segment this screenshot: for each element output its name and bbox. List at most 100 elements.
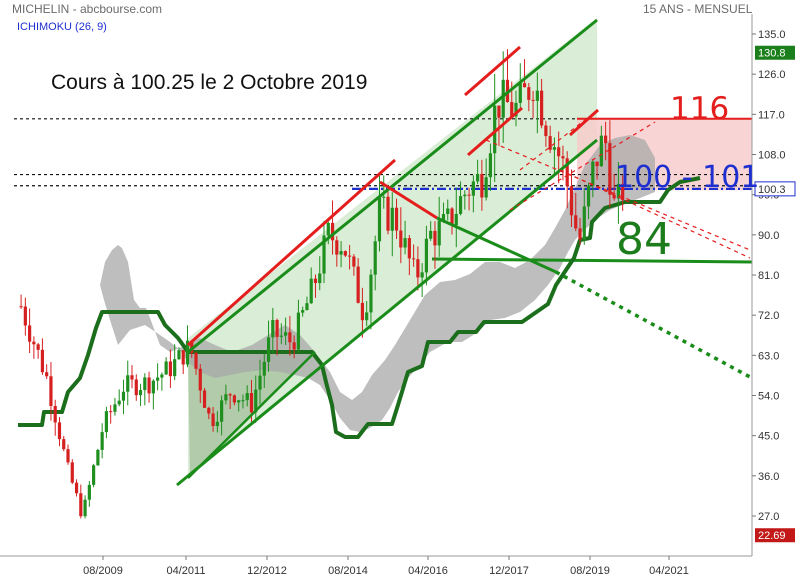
candle-body-99 (441, 213, 446, 221)
candle-body-101 (450, 208, 454, 226)
candle-body-90 (403, 238, 407, 248)
y-tick-label-1: 126.0 (758, 69, 786, 81)
candle-body-6 (45, 372, 49, 377)
candle-body-3 (32, 341, 36, 345)
y-tick-label-0: 135.0 (758, 29, 786, 41)
candle-body-41 (194, 352, 198, 369)
candle-body-93 (416, 259, 420, 278)
candle-body-18 (96, 449, 100, 466)
candle-body-88 (394, 207, 399, 231)
high-price-badge-bg (755, 45, 795, 60)
support-diagonal-line (436, 216, 557, 274)
axes-layer: 135.0126.0117.0108.099.090.081.072.063.0… (0, 14, 796, 577)
candle-body-72 (326, 222, 330, 236)
low-price-badge-bg (755, 528, 795, 543)
candle-body-92 (412, 258, 416, 260)
level-116-label: 116 (670, 91, 730, 127)
horizontal-levels-layer (14, 117, 753, 264)
candle-body-140 (616, 183, 621, 199)
candle-body-35 (168, 361, 173, 377)
red-dashed-line-4 (519, 109, 599, 171)
candle-body-87 (390, 207, 394, 231)
x-tick-label-5: 12/2017 (489, 565, 529, 577)
candle-body-43 (202, 390, 207, 408)
y-tick-label-3: 108.0 (758, 150, 786, 162)
candle-body-50 (232, 395, 237, 403)
candle-body-48 (224, 394, 228, 401)
candle-body-119 (527, 87, 531, 100)
candle-body-139 (612, 194, 616, 199)
candle-body-0 (19, 306, 23, 308)
candle-body-40 (190, 340, 194, 353)
candle-body-138 (608, 143, 612, 195)
support-projection-line (555, 270, 751, 379)
candle-body-76 (343, 251, 347, 256)
candle-body-132 (582, 206, 586, 240)
candle-body-22 (113, 404, 117, 412)
candle-body-66 (301, 310, 305, 313)
candle-body-44 (207, 407, 211, 414)
resistance-line-4 (569, 108, 599, 137)
candle-body-20 (104, 411, 109, 433)
candle-body-11 (66, 449, 70, 463)
candle-body-78 (352, 256, 356, 267)
candle-body-133 (586, 185, 591, 207)
candle-body-136 (599, 135, 603, 167)
candle-body-52 (241, 400, 245, 402)
candle-body-65 (296, 312, 301, 350)
candle-body-118 (522, 83, 527, 88)
candle-body-8 (53, 405, 57, 423)
candle-body-31 (151, 380, 155, 394)
candle-body-24 (121, 391, 126, 401)
candle-body-15 (83, 499, 87, 517)
candle-body-25 (126, 375, 130, 392)
candle-body-91 (407, 238, 411, 259)
candle-body-86 (386, 196, 390, 231)
x-tick-label-2: 12/2012 (247, 565, 287, 577)
candle-body-83 (373, 241, 377, 275)
candle-body-29 (143, 377, 147, 391)
kijun-line-layer (18, 176, 701, 439)
candle-body-38 (181, 350, 185, 365)
y-tick-label-2: 117.0 (758, 109, 785, 121)
candle-body-81 (365, 312, 369, 321)
candle-body-141 (621, 183, 625, 201)
candle-body-5 (40, 349, 45, 373)
candle-body-130 (574, 215, 578, 229)
candle-body-106 (471, 181, 475, 196)
candle-body-77 (348, 255, 352, 257)
candle-body-47 (220, 400, 224, 422)
candle-body-49 (228, 394, 232, 396)
triangle-side-line (187, 351, 316, 479)
candle-body-107 (476, 173, 480, 182)
current-price-badge-bg (754, 181, 796, 197)
candle-body-110 (488, 153, 493, 178)
candle-body-129 (569, 186, 574, 216)
candle-body-109 (484, 177, 488, 198)
candle-body-69 (313, 278, 318, 284)
candle-body-4 (36, 344, 40, 350)
candle-body-27 (134, 379, 138, 396)
low-price-badge: 22.69 (758, 530, 786, 542)
candle-body-84 (377, 197, 382, 242)
candle-body-85 (382, 196, 386, 198)
candle-body-104 (463, 194, 467, 197)
candle-body-14 (79, 493, 83, 517)
candle-body-26 (130, 375, 134, 380)
channel-upper-line (187, 18, 598, 354)
x-tick-label-0: 08/2009 (83, 565, 123, 577)
candle-body-68 (309, 278, 313, 304)
candle-body-33 (160, 374, 164, 378)
candle-body-126 (557, 147, 561, 157)
candle-body-131 (578, 228, 582, 240)
candle-body-120 (531, 99, 535, 101)
candle-body-59 (271, 320, 275, 338)
candle-body-124 (548, 136, 552, 150)
candle-body-74 (335, 240, 339, 255)
red-dashed-line-2 (559, 169, 751, 259)
y-tick-label-9: 54.0 (758, 391, 779, 403)
candle-body-64 (292, 342, 296, 350)
ichimoku-cloud-layer (100, 135, 655, 432)
y-tick-label-11: 36.0 (758, 471, 779, 483)
